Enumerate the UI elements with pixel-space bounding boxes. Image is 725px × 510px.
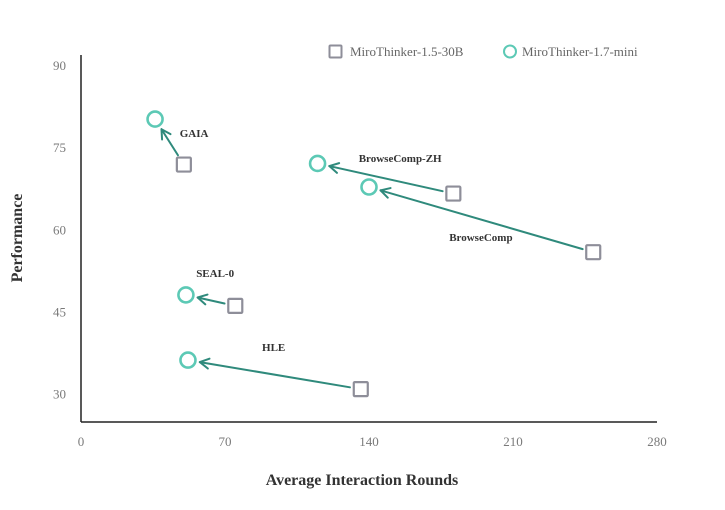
x-tick-label: 70 (219, 434, 232, 449)
arrow-seal-0 (196, 296, 226, 305)
arrow-browsecomp-zh (328, 165, 444, 193)
legend-circle-marker (503, 44, 517, 59)
x-tick-label: 140 (359, 434, 379, 449)
x-tick-label: 210 (503, 434, 523, 449)
point-label: BrowseComp (449, 232, 512, 244)
baseline-square-marker (352, 381, 369, 398)
point-label: SEAL-0 (196, 268, 234, 280)
legend-label-baseline: MiroThinker-1.5-30B (350, 44, 464, 59)
y-tick-label: 30 (53, 387, 66, 402)
new-circle-marker (146, 110, 164, 128)
new-circle-marker (177, 286, 195, 304)
baseline-square-marker (585, 244, 602, 261)
y-tick-labels: 30 45 60 75 90 (53, 58, 66, 402)
point-label: BrowseComp-ZH (359, 153, 442, 165)
baseline-square-marker (175, 156, 192, 173)
y-tick-label: 60 (53, 222, 66, 237)
point-label: HLE (262, 342, 285, 354)
markers (146, 110, 602, 398)
y-axis-title: Performance (9, 194, 26, 283)
x-tick-label: 0 (78, 434, 85, 449)
arrow-hle (198, 361, 351, 389)
arrow-browsecomp (379, 189, 584, 251)
point-labels: GAIA BrowseComp-ZH BrowseComp SEAL-0 HLE (180, 128, 513, 354)
arrows (160, 128, 584, 389)
arrow-gaia (160, 128, 179, 157)
arrowhead (198, 357, 211, 370)
y-tick-label: 75 (53, 140, 66, 155)
legend-square-marker (328, 44, 343, 59)
x-axis-title: Average Interaction Rounds (266, 472, 459, 489)
point-label: GAIA (180, 128, 209, 140)
x-tick-label: 280 (647, 434, 667, 449)
y-tick-label: 45 (53, 304, 66, 319)
legend-label-new: MiroThinker-1.7-mini (522, 44, 638, 59)
arrowhead (379, 187, 392, 199)
baseline-square-marker (445, 185, 462, 202)
new-circle-marker (308, 154, 327, 173)
arrowhead (160, 128, 172, 141)
new-circle-marker (360, 178, 378, 196)
x-tick-labels: 0 70 140 210 280 (78, 434, 667, 449)
arrowhead (196, 293, 209, 306)
arrowhead (328, 162, 341, 174)
legend: MiroThinker-1.5-30B MiroThinker-1.7-mini (328, 44, 638, 59)
baseline-square-marker (227, 297, 244, 314)
y-tick-label: 90 (53, 58, 66, 73)
new-circle-marker (179, 351, 197, 369)
